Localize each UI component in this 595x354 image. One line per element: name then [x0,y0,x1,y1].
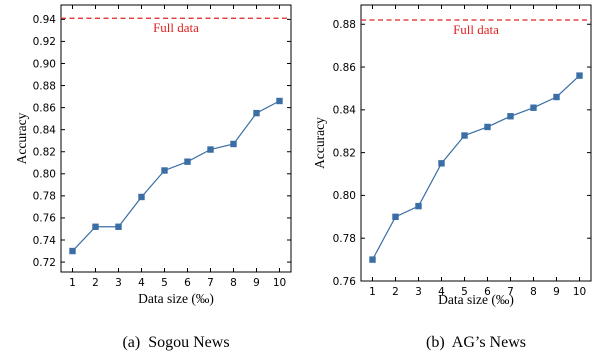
x-tick-label: 1 [369,286,376,298]
data-point-marker [507,113,514,120]
data-point-marker [253,109,260,117]
data-point-marker [415,202,422,210]
data-point-marker [369,256,376,263]
x-tick-label: 6 [484,286,491,298]
full-data-label: Full data [453,22,499,37]
y-axis-title: Accuracy [312,117,327,169]
data-point-marker [138,193,145,201]
data-point-marker [69,247,76,255]
x-tick-label: 3 [415,286,422,298]
x-tick-label: 4 [138,277,145,289]
x-axis-title: Data size (‰) [138,291,214,306]
x-axis-ticks: 1 2 3 4 5 6 7 8 9 10 [369,5,586,298]
data-point-marker [553,93,560,101]
plot-frame [360,4,592,282]
x-tick-label: 10 [573,286,586,298]
y-tick-label: 0.76 [33,213,57,225]
y-axis-ticks: 0.76 0.78 0.80 0.82 0.84 0.86 0.88 [333,19,591,288]
x-tick-label: 8 [230,277,237,289]
x-tick-label: 6 [184,277,191,289]
y-tick-label: 0.82 [333,147,356,159]
x-tick-label: 1 [69,277,76,289]
series-line [371,75,580,260]
data-point-marker [161,167,168,174]
y-tick-label: 0.88 [333,19,356,31]
y-axis-title: Accuracy [14,112,29,164]
chart-sogou-news: 0.72 0.74 0.76 0.78 0.80 0.82 0.84 0.86 0.88 0.90… [14,4,292,351]
x-tick-label: 7 [507,286,514,298]
data-point-marker [576,72,583,79]
y-tick-label: 0.78 [333,233,356,245]
y-tick-label: 0.90 [33,58,56,70]
plot-frame [60,4,292,273]
x-tick-label: 9 [553,286,560,298]
data-point-marker [184,158,191,165]
x-axis-ticks: 1 2 3 4 5 6 7 8 9 10 [69,5,286,289]
chart-ags-news: 0.76 0.78 0.80 0.82 0.84 0.86 0.88 1 2 3 4 5 6 7 8 9 10… [312,4,592,351]
y-tick-label: 0.84 [333,105,357,117]
x-tick-label: 5 [161,277,168,289]
data-point-marker [230,140,237,148]
series-layer [69,97,283,255]
y-tick-label: 0.92 [33,36,56,48]
data-point-marker [392,213,399,221]
subfigure-caption: (a) Sogou News [122,334,229,351]
data-point-marker [484,123,491,131]
x-tick-label: 5 [461,286,468,298]
data-point-marker [92,223,99,230]
y-axis-ticks: 0.72 0.74 0.76 0.78 0.80 0.82 0.84 0.86 0.88 0.90… [33,14,291,269]
y-tick-label: 0.78 [33,191,56,203]
reference-layer: Full data [61,17,291,35]
y-tick-label: 0.86 [33,102,57,114]
x-tick-label: 2 [92,277,99,289]
series-layer [369,72,583,263]
x-tick-label: 9 [253,277,260,289]
subfigure-caption: (b) AG’s News [426,334,526,351]
y-tick-label: 0.86 [333,62,357,74]
data-point-marker [461,132,468,139]
y-tick-label: 0.74 [33,235,57,247]
data-point-marker [276,97,283,105]
x-tick-label: 10 [273,277,286,289]
y-tick-label: 0.80 [33,169,56,181]
data-point-marker [530,104,537,111]
y-tick-label: 0.88 [33,80,56,92]
x-tick-label: 4 [438,286,445,298]
full-data-label: Full data [153,20,199,35]
x-axis-title: Data size (‰) [438,292,514,307]
x-tick-label: 8 [530,286,537,298]
x-tick-label: 2 [392,286,399,298]
y-tick-label: 0.84 [33,124,57,136]
y-tick-label: 0.72 [33,257,56,269]
series-line [72,100,280,252]
y-tick-label: 0.94 [33,14,57,26]
y-tick-label: 0.76 [333,276,357,288]
reference-layer: Full data [361,19,591,37]
data-point-marker [438,160,445,167]
x-tick-label: 3 [115,277,122,289]
x-tick-label: 7 [207,277,214,289]
y-tick-label: 0.80 [333,190,356,202]
data-point-marker [115,223,122,230]
y-tick-label: 0.82 [33,147,56,159]
data-point-marker [207,146,214,153]
